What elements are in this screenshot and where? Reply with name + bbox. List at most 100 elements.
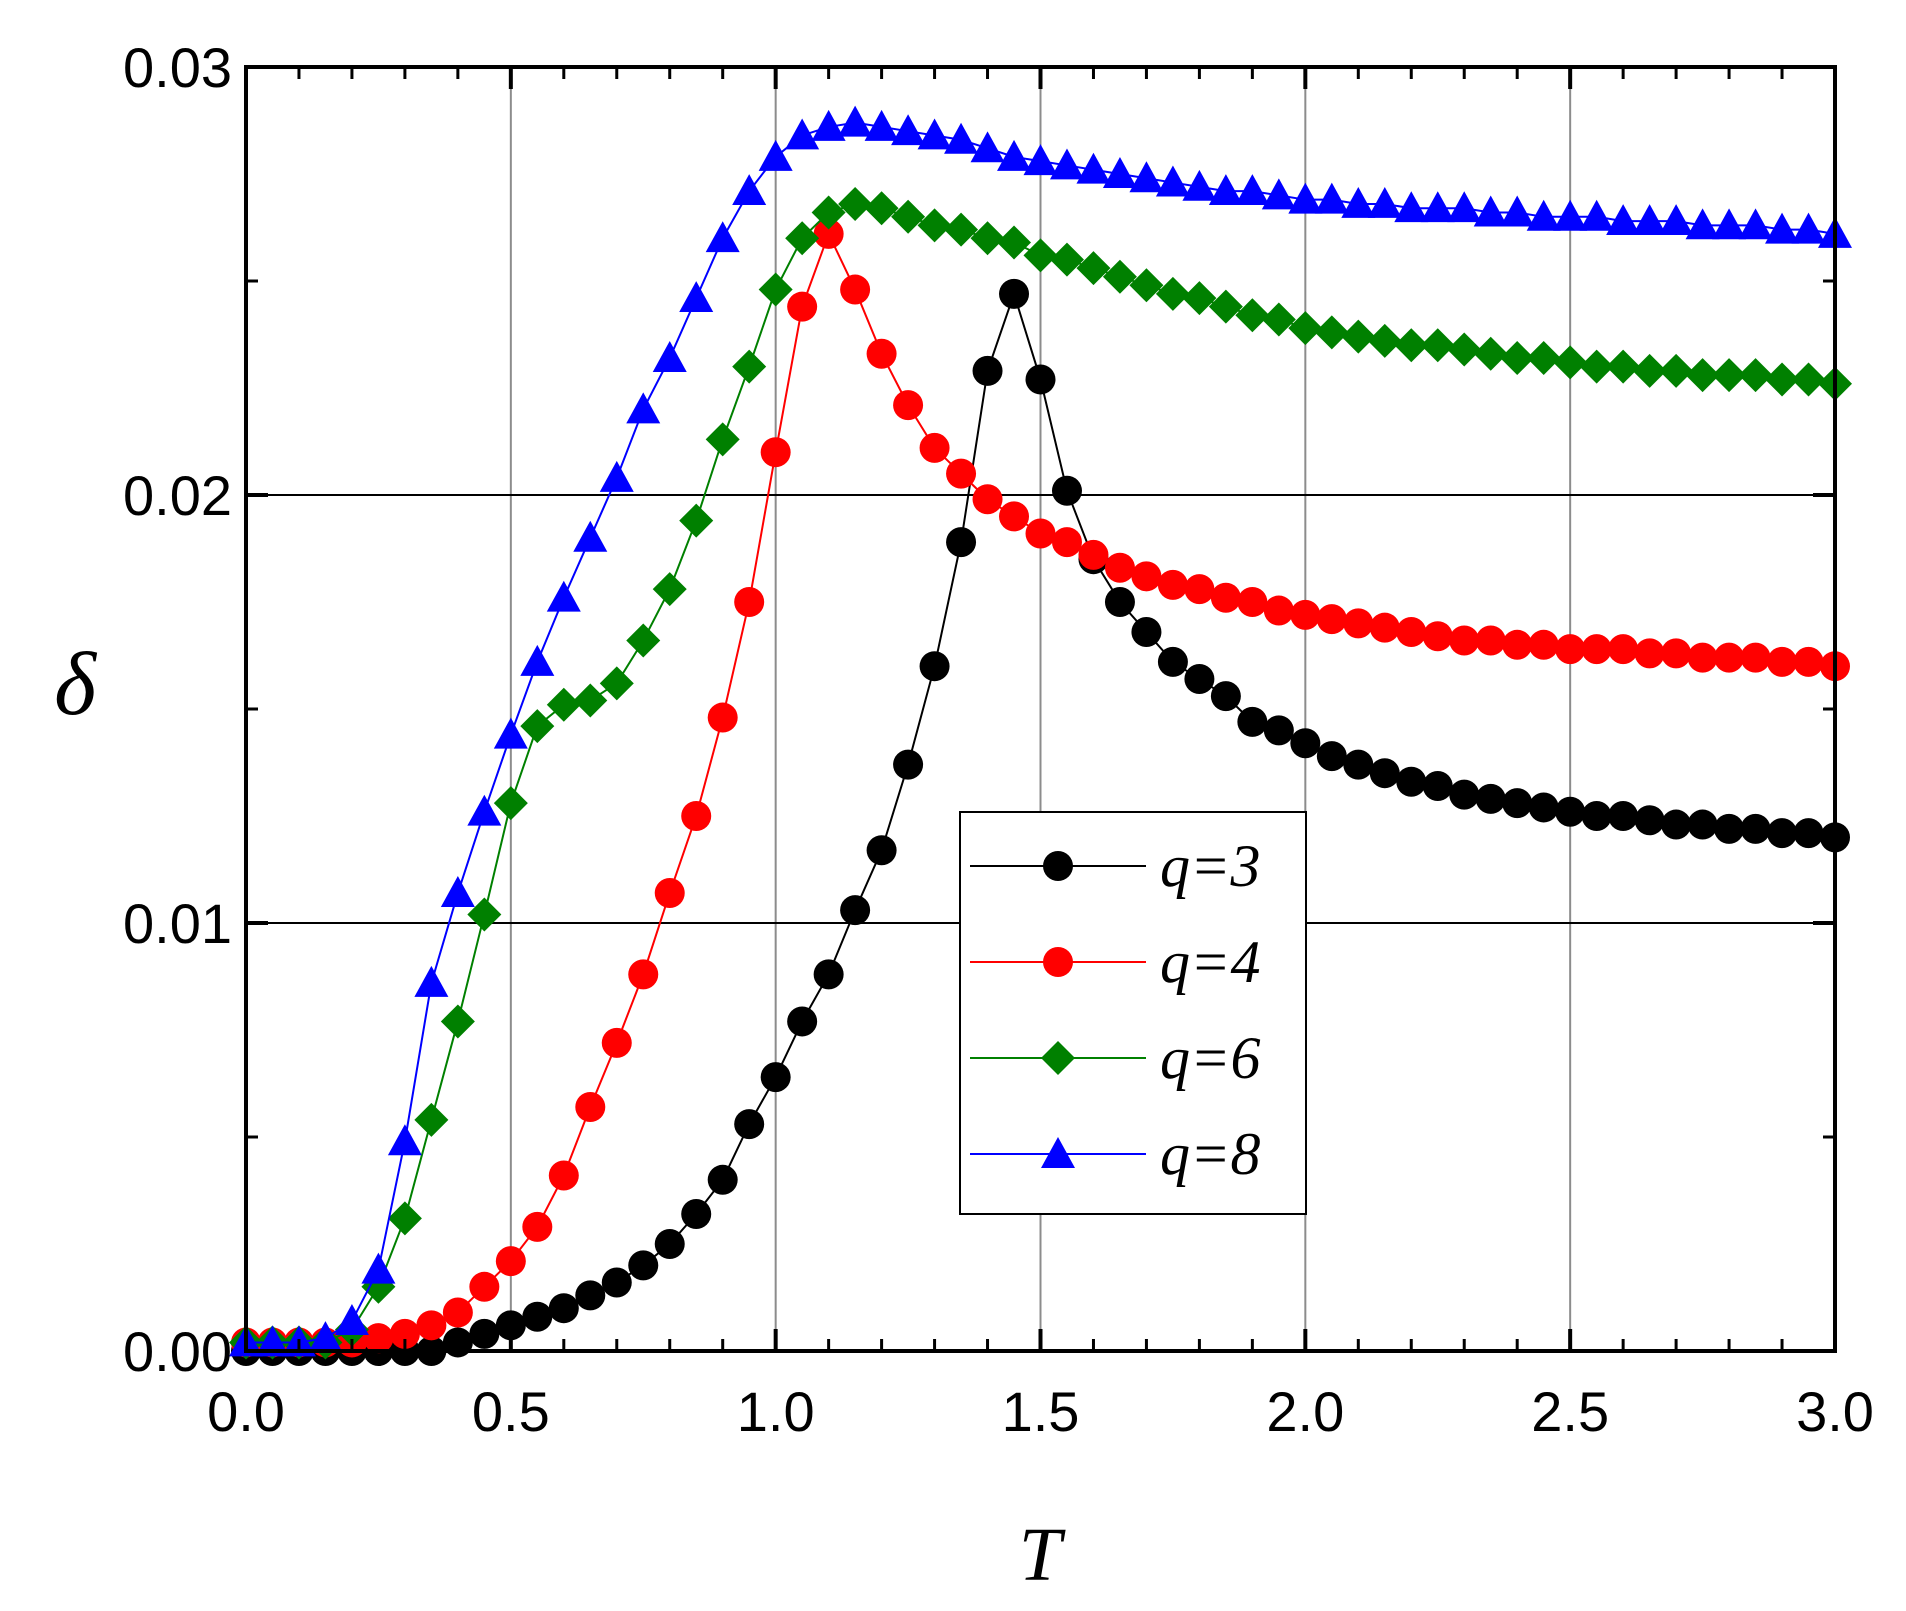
data-point <box>1528 792 1559 823</box>
data-point <box>1634 638 1665 669</box>
data-point <box>255 1325 290 1357</box>
data-point <box>1687 642 1718 673</box>
legend-marker <box>1043 851 1073 881</box>
data-point <box>1579 349 1614 384</box>
data-point <box>1025 518 1056 549</box>
data-point <box>1343 749 1374 780</box>
data-point <box>893 390 924 421</box>
data-point <box>1049 242 1084 277</box>
data-point <box>1502 788 1533 819</box>
data-point <box>1341 319 1376 354</box>
data-point <box>1740 813 1771 844</box>
data-point <box>1369 758 1400 789</box>
data-point <box>1023 238 1058 273</box>
data-point <box>575 1092 606 1123</box>
series-q-6 <box>229 186 1852 1360</box>
data-point <box>1051 475 1082 506</box>
data-point <box>546 687 581 722</box>
data-point <box>389 1318 420 1349</box>
legend-entry: q=4 <box>970 929 1261 995</box>
data-point <box>1581 634 1612 665</box>
data-point <box>1475 625 1506 656</box>
data-point <box>1396 766 1427 797</box>
data-point <box>813 218 844 249</box>
data-point <box>1076 152 1111 184</box>
x-axis-title: T <box>1019 1513 1066 1597</box>
data-point <box>1632 353 1667 388</box>
data-point <box>1237 587 1268 617</box>
data-point <box>1634 805 1665 836</box>
data-point <box>1608 634 1639 665</box>
data-point <box>946 527 977 558</box>
data-point <box>493 717 528 749</box>
data-point <box>1314 315 1349 350</box>
data-point <box>1581 801 1612 831</box>
data-point <box>1155 276 1190 311</box>
data-point <box>440 1004 475 1039</box>
data-point <box>866 338 897 369</box>
data-point <box>467 794 502 826</box>
data-point <box>1076 251 1111 286</box>
data-point <box>469 1318 500 1349</box>
data-point <box>654 1229 685 1259</box>
legend-label: q=3 <box>1160 833 1261 899</box>
data-point <box>891 199 926 234</box>
data-point <box>1343 608 1374 639</box>
data-point <box>1314 182 1349 214</box>
data-point <box>1288 311 1323 346</box>
data-point <box>626 392 661 424</box>
data-point <box>1155 165 1190 197</box>
data-point <box>919 432 950 463</box>
legend-marker <box>1041 1137 1075 1168</box>
data-point <box>1555 796 1586 827</box>
data-point <box>787 1006 818 1037</box>
legend-entry: q=8 <box>970 1121 1261 1187</box>
data-point <box>1738 208 1773 240</box>
tick-labels: 0.0 0.5 1.0 1.5 2.0 2.5 3.0 0.00 0.01 0.02 0.03 <box>123 36 1874 1443</box>
data-point <box>1422 621 1453 652</box>
data-point <box>1210 582 1241 613</box>
data-point <box>997 139 1032 171</box>
data-point <box>1184 574 1215 605</box>
data-point <box>1104 587 1135 617</box>
data-point <box>1793 818 1824 849</box>
data-point <box>1606 204 1641 236</box>
data-point <box>495 1310 526 1341</box>
data-point <box>1367 186 1402 218</box>
data-point <box>1049 148 1084 180</box>
data-point <box>1500 195 1535 227</box>
y-tick-label: 0.01 <box>123 892 232 955</box>
x-tick-label: 2.5 <box>1531 1380 1609 1443</box>
data-point <box>840 895 871 926</box>
data-point <box>1288 182 1323 214</box>
data-point <box>970 221 1005 256</box>
data-point <box>785 221 820 256</box>
data-point <box>442 1297 473 1328</box>
data-point <box>707 1164 738 1195</box>
data-point <box>1420 191 1455 223</box>
data-point <box>1661 638 1692 669</box>
data-point <box>944 122 979 154</box>
data-point <box>416 1310 447 1341</box>
data-point <box>652 341 687 372</box>
data-point <box>758 139 793 171</box>
data-point <box>1555 634 1586 665</box>
data-point <box>813 959 844 990</box>
data-point <box>1765 212 1800 244</box>
data-point <box>414 1102 449 1137</box>
data-point <box>652 572 687 607</box>
data-point <box>1553 345 1588 380</box>
data-point <box>601 1267 632 1298</box>
data-point <box>734 1109 765 1140</box>
data-point <box>308 1321 343 1353</box>
data-point <box>522 1211 553 1242</box>
data-point <box>361 1252 396 1284</box>
data-point <box>1341 186 1376 218</box>
data-point <box>1659 353 1694 388</box>
data-point <box>707 702 738 733</box>
data-point <box>599 460 634 492</box>
data-point <box>679 503 714 538</box>
data-point <box>520 644 555 676</box>
data-point <box>1420 328 1455 363</box>
